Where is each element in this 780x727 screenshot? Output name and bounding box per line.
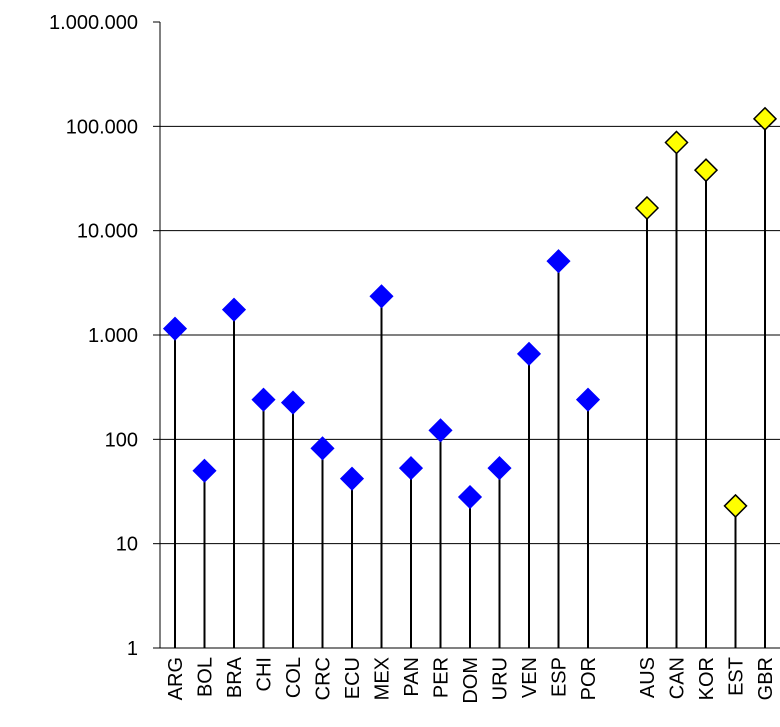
data-point-marker	[369, 284, 394, 309]
category-label: POR	[578, 657, 600, 700]
data-point-marker	[634, 195, 660, 221]
data-point-marker	[162, 316, 188, 341]
data-point-marker	[457, 484, 483, 510]
data-point-marker	[752, 106, 778, 131]
category-label: ESP	[549, 657, 571, 697]
data-point-marker	[723, 493, 748, 518]
category-label: ARG	[165, 657, 187, 700]
category-label: PER	[431, 657, 453, 698]
data-point-marker	[487, 456, 512, 481]
category-label: EST	[726, 657, 748, 696]
y-tick-label: 10	[116, 534, 138, 556]
y-tick-label: 10.000	[77, 221, 138, 243]
category-label: COL	[283, 657, 305, 698]
category-label: ECU	[342, 657, 364, 699]
category-label: KOR	[696, 657, 718, 700]
y-tick-label: 100	[105, 429, 138, 451]
data-point-marker	[398, 456, 424, 481]
data-point-marker	[664, 130, 689, 155]
y-tick-label: 1	[127, 638, 138, 660]
category-label: BRA	[224, 656, 246, 698]
drop-lines	[174, 118, 766, 648]
category-label: DOM	[460, 657, 482, 704]
data-point-marker	[693, 158, 719, 183]
category-labels: ARG BOL BRA CHI COL CRC ECU MEX PAN PER DOM URU VEN E…	[165, 656, 777, 703]
category-label: VEN	[519, 657, 541, 698]
category-label: GBR	[755, 657, 777, 700]
category-label: CRC	[313, 657, 335, 700]
y-tick-labels: 1 10 100 1.000 10.000 100.000 1.000.000	[49, 12, 138, 660]
y-tick-label: 1.000	[88, 325, 138, 347]
data-point-marker	[339, 466, 365, 491]
data-markers	[162, 106, 778, 518]
data-point-marker	[428, 418, 453, 443]
data-point-marker	[310, 436, 335, 461]
category-label: PAN	[401, 657, 423, 697]
category-label: AUS	[637, 657, 659, 698]
data-point-marker	[575, 387, 601, 412]
gridlines	[160, 125, 780, 545]
y-tick-label: 1.000.000	[49, 12, 138, 34]
data-point-marker	[221, 297, 247, 322]
category-label: MEX	[372, 657, 394, 700]
data-point-marker	[516, 341, 542, 366]
data-point-marker	[280, 390, 306, 415]
category-label: BOL	[195, 657, 217, 697]
category-label: CAN	[667, 657, 689, 699]
data-point-marker	[251, 387, 276, 412]
y-tick-label: 100.000	[66, 116, 138, 138]
data-point-marker	[546, 249, 571, 274]
category-label: CHI	[254, 657, 276, 691]
data-point-marker	[192, 458, 217, 483]
category-label: URU	[490, 657, 512, 700]
